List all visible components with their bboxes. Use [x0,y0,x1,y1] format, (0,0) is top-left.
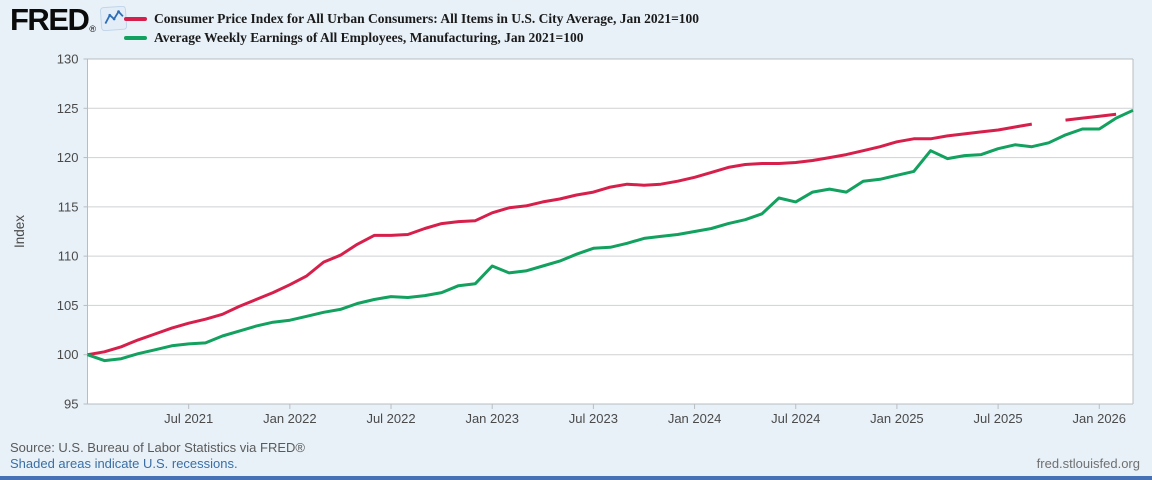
x-tick-label-Jan-2025: Jan 2025 [870,411,924,426]
bottom-accent-bar [0,476,1152,480]
y-tick-label-115: 115 [58,199,79,214]
y-tick-label-125: 125 [57,101,79,116]
x-tick-label-Jan-2026: Jan 2026 [1073,411,1127,426]
legend-row-cpi: Consumer Price Index for All Urban Consu… [124,9,699,28]
x-tick-label-Jan-2022: Jan 2022 [263,411,317,426]
x-tick-label-Jul-2022: Jul 2022 [366,411,415,426]
y-axis-title: Index [12,215,27,248]
y-tick-label-130: 130 [57,52,79,67]
cpi-line[interactable] [87,122,1033,357]
x-tick-label-Jan-2024: Jan 2024 [668,411,722,426]
registered-mark: ® [89,24,97,34]
y-tick-label-100: 100 [57,347,79,362]
y-tick-label-105: 105 [57,298,79,313]
x-tick-label-Jan-2023: Jan 2023 [465,411,519,426]
legend-label-earnings: Average Weekly Earnings of All Employees… [154,29,584,45]
legend-swatch-earnings [124,35,147,40]
legend: Consumer Price Index for All Urban Consu… [124,9,699,47]
x-tick-label-Jul-2023: Jul 2023 [569,411,618,426]
recession-note-link[interactable]: Shaded areas indicate U.S. recessions. [10,456,238,471]
fred-logo[interactable]: FRED ® [10,2,128,37]
earnings-line[interactable] [87,108,1134,363]
x-tick-label-Jul-2024: Jul 2024 [771,411,820,426]
fred-site-link[interactable]: fred.stlouisfed.org [1036,456,1140,471]
y-tick-label-110: 110 [58,249,79,264]
header: FRED ® Consumer Price Index for All Urba… [0,0,1152,54]
legend-row-earnings: Average Weekly Earnings of All Employees… [124,28,699,47]
source-text: Source: U.S. Bureau of Labor Statistics … [10,440,305,455]
footer: Source: U.S. Bureau of Labor Statistics … [10,440,305,472]
y-tick-label-120: 120 [57,150,79,165]
cpi-line-segment-2[interactable] [1065,112,1117,122]
y-tick-label-95: 95 [64,397,78,412]
legend-label-cpi: Consumer Price Index for All Urban Consu… [154,10,700,26]
price-earnings-chart[interactable]: 95 100 105 110 115 120 125 130 Jul 2021 Jan 2022 J… [0,0,1152,436]
plot-area[interactable] [87,59,1134,404]
x-tick-label-Jul-2025: Jul 2025 [974,411,1023,426]
x-tick-label-Jul-2021: Jul 2021 [164,411,213,426]
fred-wordmark: FRED [10,2,90,37]
legend-swatch-cpi [124,16,147,21]
